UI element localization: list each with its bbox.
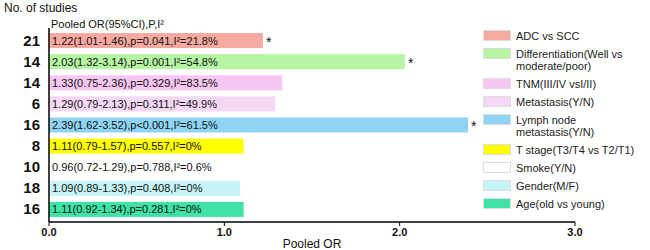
value-labels-header: Pooled OR(95%CI),P,I²	[51, 18, 164, 30]
bar	[49, 181, 240, 196]
legend-label: ADC vs SCC	[516, 30, 648, 42]
x-tick-label: 2.0	[392, 226, 407, 238]
legend-item: ADC vs SCC	[483, 30, 648, 42]
data-label: 1.22(1.01-1.46),p=0.041,I²=21.8%	[52, 35, 218, 47]
x-tick-label: 3.0	[567, 226, 582, 238]
study-count: 21	[23, 32, 40, 49]
legend-swatch	[483, 198, 511, 209]
legend-swatch	[483, 30, 511, 41]
legend-item: Differentiation(Well vs moderate/poor)	[483, 48, 648, 72]
legend-item: Smoke(Y/N)	[483, 162, 648, 174]
data-label: 1.11(0.92-1.34),p=0.281,I²=0%	[52, 203, 202, 215]
bar	[49, 96, 275, 111]
legend-label: Smoke(Y/N)	[516, 162, 648, 174]
legend-label: Gender(M/F)	[516, 180, 648, 192]
legend-swatch	[483, 144, 511, 155]
legend-swatch	[483, 48, 511, 59]
data-label: 1.11(0.79-1.57),p=0.557,I²=0%	[52, 140, 202, 152]
data-label: 1.33(0.75-2.36),p=0.329,I²=83.5%	[52, 77, 218, 89]
x-tick-label: 1.0	[217, 226, 232, 238]
study-count: 14	[23, 74, 40, 91]
legend-swatch	[483, 78, 511, 89]
study-count: 16	[23, 116, 40, 133]
legend-label: T stage(T3/T4 vs T2/T1)	[516, 144, 648, 156]
study-count: 10	[23, 158, 40, 175]
bar	[49, 160, 217, 175]
study-count: 16	[23, 200, 40, 217]
x-axis-title: Pooled OR	[283, 237, 342, 250]
legend-item: T stage(T3/T4 vs T2/T1)	[483, 144, 648, 156]
data-label: 1.09(0.89-1.33),p=0.408,I²=0%	[52, 182, 203, 194]
legend-label: Lymph node metastasis(Y/N)	[516, 114, 648, 138]
legend-item: Gender(M/F)	[483, 180, 648, 192]
legend-swatch	[483, 96, 511, 107]
legend: ADC vs SCC Differentiation(Well vs modera…	[483, 30, 648, 216]
legend-item: Lymph node metastasis(Y/N)	[483, 114, 648, 138]
legend-label: Metastasis(Y/N)	[516, 96, 648, 108]
x-axis	[49, 221, 575, 223]
legend-swatch	[483, 114, 511, 125]
data-label: 0.96(0.72-1.29),p=0.788,I²=0.6%	[52, 161, 212, 173]
significance-mark: *	[408, 55, 414, 71]
studies-header: No. of studies	[4, 1, 77, 15]
significance-mark: *	[266, 34, 272, 50]
bar	[49, 139, 244, 154]
legend-swatch	[483, 180, 511, 191]
study-count: 18	[23, 179, 40, 196]
data-label: 2.39(1.62-3.52),p<0.001,I²=61.5%	[52, 119, 218, 131]
study-count: 6	[32, 95, 40, 112]
legend-item: Age(old vs young)	[483, 198, 648, 210]
bar	[49, 54, 405, 69]
legend-label: Age(old vs young)	[516, 198, 648, 210]
study-count: 14	[23, 53, 40, 70]
study-count: 8	[32, 137, 40, 154]
y-axis	[48, 28, 50, 222]
legend-label: Differentiation(Well vs moderate/poor)	[516, 48, 648, 72]
x-tick-label: 0.0	[41, 226, 56, 238]
bar	[49, 202, 244, 217]
bar	[49, 118, 468, 133]
legend-item: TNM(III/IV vsI/II)	[483, 78, 648, 90]
legend-label: TNM(III/IV vsI/II)	[516, 78, 648, 90]
data-label: 1.29(0.79-2.13),p=0.311,I²=49.9%	[52, 98, 217, 110]
legend-item: Metastasis(Y/N)	[483, 96, 648, 108]
significance-mark: *	[471, 118, 477, 134]
bar	[49, 75, 282, 90]
bar	[49, 33, 263, 48]
data-label: 2.03(1.32-3.14),p=0.001,I²=54.8%	[52, 56, 218, 68]
legend-swatch	[483, 162, 511, 173]
bars	[49, 33, 468, 217]
